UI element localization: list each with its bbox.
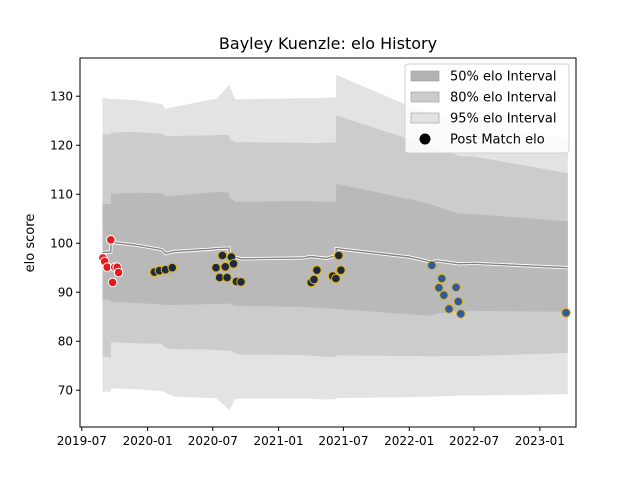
data-point [312, 265, 322, 276]
x-tick-label: 2023-01 [515, 434, 565, 448]
x-tick-label: 2020-01 [123, 434, 173, 448]
data-point [222, 272, 232, 283]
data-point [228, 259, 239, 269]
data-point [106, 235, 116, 245]
x-axis-ticks: 2019-07 2020-01 2020-07 2021-01 2021-07 2022-… [57, 427, 565, 448]
data-point [217, 250, 228, 261]
legend-label: 80% elo Interval [450, 91, 557, 106]
data-point [309, 274, 319, 285]
data-point [456, 309, 466, 319]
data-point [561, 308, 571, 318]
legend-swatch [410, 91, 440, 103]
y-tick-label: 70 [58, 384, 73, 398]
y-axis-ticks: 70 80 90 100 110 120 130 [50, 90, 80, 398]
legend-marker [419, 133, 431, 145]
chart-title: Bayley Kuenzle: elo History [219, 34, 437, 53]
data-point [107, 277, 118, 288]
plot-frame [79, 57, 577, 428]
data-point [437, 273, 447, 284]
y-tick-label: 110 [50, 188, 73, 202]
y-axis-label: elo score [23, 214, 38, 273]
data-point [336, 265, 346, 276]
data-point [331, 273, 341, 284]
data-point [220, 262, 231, 272]
post-match-points [98, 235, 571, 319]
data-point [236, 277, 246, 287]
legend-label: 95% elo Interval [450, 112, 557, 127]
data-point [427, 260, 437, 271]
x-tick-label: 2020-07 [188, 434, 238, 448]
data-point [113, 267, 124, 278]
legend-box [404, 63, 570, 154]
x-tick-label: 2019-07 [57, 434, 107, 448]
data-point [453, 296, 464, 307]
x-tick-label: 2022-01 [384, 434, 434, 448]
data-point [434, 283, 444, 293]
y-tick-label: 120 [50, 139, 73, 153]
data-point [439, 290, 449, 301]
legend-label: 50% elo Interval [450, 70, 557, 85]
legend-label: Post Match elo [450, 133, 545, 148]
data-point [333, 250, 344, 261]
plot-area [98, 74, 571, 410]
x-tick-label: 2021-07 [318, 434, 368, 448]
y-tick-label: 100 [50, 237, 73, 251]
y-tick-label: 130 [50, 90, 73, 104]
legend-swatch [410, 112, 440, 124]
data-point [211, 262, 221, 273]
data-point [444, 304, 454, 314]
x-tick-label: 2022-07 [449, 434, 499, 448]
y-tick-label: 90 [58, 286, 73, 300]
legend-swatch [410, 70, 440, 82]
legend: 50% elo Interval 80% elo Interval 95% elo … [404, 63, 570, 154]
y-tick-label: 80 [58, 335, 73, 349]
x-tick-label: 2021-01 [254, 434, 304, 448]
data-point [167, 262, 178, 273]
interval-bands [102, 74, 568, 410]
data-point [451, 282, 461, 293]
